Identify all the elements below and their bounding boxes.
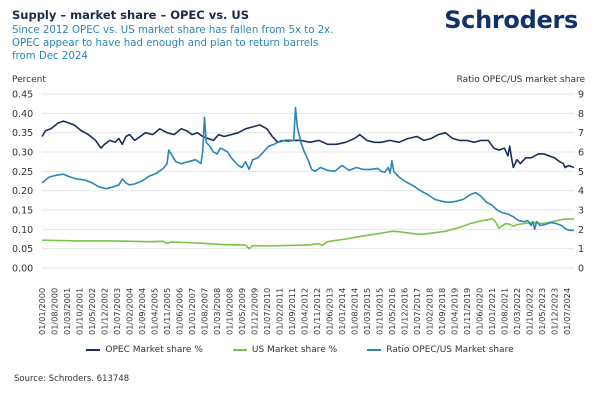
x-tick-label: 01/06/2006	[174, 288, 184, 335]
x-axis-ticks: 01/01/2000 01/08/2000 01/03/2001 01/10/2001…	[37, 288, 572, 335]
x-tick-label: 01/07/2010	[262, 288, 272, 335]
left-tick-label: 0.25	[12, 167, 33, 178]
left-axis-label: Percent	[12, 75, 46, 85]
x-tick-label: 01/01/2000	[37, 288, 47, 335]
x-tick-label: 01/01/2007	[187, 288, 197, 335]
left-tick-label: 0.40	[12, 109, 33, 120]
legend-item-opec: OPEC Market share %	[86, 345, 203, 355]
x-tick-label: 01/12/2002	[99, 288, 109, 335]
x-tick-label: 01/02/2004	[124, 288, 134, 335]
left-tick-label: 0.10	[12, 225, 33, 236]
x-tick-label: 01/08/2007	[199, 288, 209, 335]
legend-swatch-ratio	[367, 349, 382, 351]
x-tick-label: 01/08/2000	[49, 288, 59, 335]
right-tick-label: 4	[578, 186, 584, 197]
x-tick-label: 01/10/2008	[224, 288, 234, 335]
x-tick-label: 01/01/2021	[487, 288, 497, 335]
x-tick-label: 01/08/2014	[349, 288, 359, 335]
x-tick-label: 01/07/2017	[412, 288, 422, 335]
right-tick-label: 2	[578, 225, 584, 236]
chart-svg: Percent Ratio OPEC/US market share 0.000…	[12, 75, 586, 335]
right-axis-ticks: 0 1 2 3 4 5 6 7 8 9	[578, 90, 584, 275]
x-tick-label: 01/05/2002	[87, 288, 97, 335]
left-tick-label: 0.15	[12, 206, 33, 217]
left-tick-label: 0.05	[12, 244, 33, 255]
x-tick-label: 01/05/2009	[237, 288, 247, 335]
chart-title: Supply – market share – OPEC vs. US	[12, 8, 250, 22]
x-tick-label: 01/04/2005	[149, 288, 159, 335]
source-note: Source: Schroders. 613748	[14, 374, 130, 384]
x-tick-label: 01/11/2005	[162, 288, 172, 335]
series-line-ratio	[41, 106, 574, 232]
x-tick-label: 01/09/2011	[287, 288, 297, 335]
x-tick-label: 01/07/2024	[562, 288, 572, 335]
left-tick-label: 0.35	[12, 128, 33, 139]
left-tick-label: 0.45	[12, 90, 33, 101]
x-tick-label: 01/10/2001	[74, 288, 84, 335]
x-tick-label: 01/07/2003	[112, 288, 122, 335]
x-tick-label: 01/09/2004	[137, 288, 147, 335]
x-tick-label: 01/03/2022	[512, 288, 522, 335]
legend-label-ratio: Ratio OPEC/US Market share	[386, 345, 514, 355]
x-tick-label: 01/12/2023	[549, 288, 559, 335]
series-line-us	[41, 217, 575, 250]
legend-label-opec: OPEC Market share %	[105, 345, 203, 355]
x-tick-label: 01/12/2009	[249, 288, 259, 335]
x-tick-label: 01/03/2008	[212, 288, 222, 335]
series-lines	[41, 106, 575, 250]
x-tick-label: 01/12/2016	[399, 288, 409, 335]
legend-item-ratio: Ratio OPEC/US Market share	[367, 345, 514, 355]
x-tick-label: 01/02/2011	[274, 288, 284, 335]
right-tick-label: 9	[578, 90, 584, 101]
right-tick-label: 3	[578, 206, 584, 217]
x-tick-label: 01/03/2001	[62, 288, 72, 335]
x-tick-label: 01/10/2022	[524, 288, 534, 335]
gridlines	[42, 93, 574, 269]
left-tick-label: 0.00	[12, 264, 33, 275]
x-tick-label: 01/04/2012	[299, 288, 309, 335]
right-tick-label: 1	[578, 244, 584, 255]
x-tick-label: 01/11/2019	[462, 288, 472, 335]
right-axis-label: Ratio OPEC/US market share	[457, 75, 586, 85]
x-tick-label: 01/04/2019	[449, 288, 459, 335]
right-tick-label: 6	[578, 148, 584, 159]
legend-swatch-opec	[86, 349, 101, 351]
legend-swatch-us	[232, 349, 247, 351]
x-tick-label: 01/11/2012	[312, 288, 322, 335]
chart-subtitle: Since 2012 OPEC vs. US market share has …	[12, 25, 334, 62]
x-tick-label: 01/06/2013	[324, 288, 334, 335]
schroders-logo: Schroders	[444, 6, 578, 34]
x-tick-label: 01/03/2015	[362, 288, 372, 335]
x-tick-label: 01/10/2015	[374, 288, 384, 335]
x-tick-label: 01/02/2018	[424, 288, 434, 335]
x-tick-label: 01/01/2014	[337, 288, 347, 335]
x-tick-label: 01/05/2023	[537, 288, 547, 335]
left-tick-label: 0.20	[12, 186, 33, 197]
left-axis-ticks: 0.00 0.05 0.10 0.15 0.20 0.25 0.30 0.35 0.40 0.45	[12, 90, 33, 275]
x-tick-label: 01/09/2018	[437, 288, 447, 335]
legend-label-us: US Market share %	[251, 345, 338, 355]
right-tick-label: 7	[578, 128, 584, 139]
left-tick-label: 0.30	[12, 148, 33, 159]
right-tick-label: 0	[578, 264, 584, 275]
right-tick-label: 8	[578, 109, 584, 120]
legend-item-us: US Market share %	[232, 345, 338, 355]
legend: OPEC Market share % US Market share % Ra…	[0, 345, 600, 355]
right-tick-label: 5	[578, 167, 584, 178]
x-tick-label: 01/05/2016	[387, 288, 397, 335]
x-tick-label: 01/08/2021	[499, 288, 509, 335]
x-tick-label: 01/06/2020	[474, 288, 484, 335]
